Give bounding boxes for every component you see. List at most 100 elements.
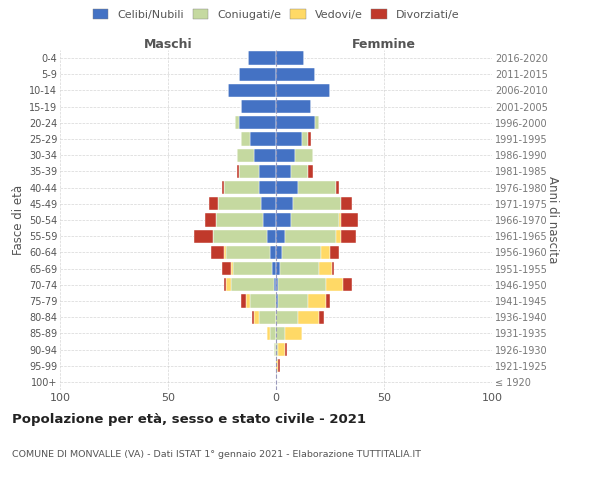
Bar	[332, 262, 334, 275]
Bar	[276, 294, 278, 308]
Bar	[276, 246, 283, 259]
Text: Femmine: Femmine	[352, 38, 416, 51]
Bar	[269, 326, 276, 340]
Bar	[274, 343, 276, 356]
Bar	[308, 294, 326, 308]
Bar	[261, 197, 276, 210]
Bar	[326, 278, 343, 291]
Text: Popolazione per età, sesso e stato civile - 2021: Popolazione per età, sesso e stato civil…	[12, 412, 366, 426]
Bar	[276, 52, 304, 64]
Bar	[315, 116, 319, 130]
Bar	[276, 181, 298, 194]
Bar	[269, 246, 276, 259]
Bar	[263, 214, 276, 226]
Bar	[276, 68, 315, 81]
Bar	[246, 294, 250, 308]
Bar	[222, 181, 224, 194]
Bar	[274, 278, 276, 291]
Bar	[276, 132, 302, 145]
Bar	[230, 262, 233, 275]
Bar	[248, 52, 276, 64]
Bar	[237, 148, 254, 162]
Bar	[226, 246, 269, 259]
Bar	[205, 214, 215, 226]
Bar	[276, 148, 295, 162]
Bar	[254, 148, 276, 162]
Bar	[239, 116, 276, 130]
Bar	[276, 359, 278, 372]
Bar	[284, 230, 337, 243]
Bar	[308, 165, 313, 178]
Bar	[276, 310, 298, 324]
Bar	[229, 84, 276, 97]
Bar	[250, 294, 276, 308]
Bar	[276, 278, 278, 291]
Bar	[284, 343, 287, 356]
Bar	[214, 230, 268, 243]
Text: Maschi: Maschi	[143, 38, 193, 51]
Y-axis label: Anni di nascita: Anni di nascita	[546, 176, 559, 264]
Bar	[218, 197, 261, 210]
Bar	[276, 262, 280, 275]
Bar	[302, 132, 308, 145]
Bar	[252, 310, 254, 324]
Bar	[224, 246, 226, 259]
Bar	[259, 181, 276, 194]
Bar	[280, 262, 319, 275]
Bar	[259, 310, 276, 324]
Y-axis label: Fasce di età: Fasce di età	[11, 185, 25, 255]
Bar	[268, 230, 276, 243]
Bar	[237, 165, 239, 178]
Bar	[230, 278, 274, 291]
Bar	[233, 262, 272, 275]
Bar	[276, 343, 278, 356]
Bar	[276, 197, 293, 210]
Bar	[276, 165, 291, 178]
Bar	[239, 165, 259, 178]
Bar	[268, 326, 269, 340]
Bar	[319, 262, 332, 275]
Bar	[291, 165, 308, 178]
Bar	[259, 165, 276, 178]
Bar	[250, 132, 276, 145]
Bar	[276, 326, 284, 340]
Bar	[319, 310, 323, 324]
Bar	[222, 262, 230, 275]
Bar	[337, 230, 341, 243]
Bar	[330, 246, 338, 259]
Bar	[239, 68, 276, 81]
Bar	[341, 197, 352, 210]
Bar	[276, 100, 311, 114]
Bar	[215, 214, 263, 226]
Bar	[298, 181, 337, 194]
Bar	[278, 359, 280, 372]
Bar	[224, 278, 226, 291]
Bar	[241, 132, 250, 145]
Bar	[341, 214, 358, 226]
Bar	[241, 100, 276, 114]
Bar	[194, 230, 214, 243]
Bar	[235, 116, 239, 130]
Bar	[272, 262, 276, 275]
Bar	[278, 278, 326, 291]
Bar	[284, 326, 302, 340]
Text: COMUNE DI MONVALLE (VA) - Dati ISTAT 1° gennaio 2021 - Elaborazione TUTTITALIA.I: COMUNE DI MONVALLE (VA) - Dati ISTAT 1° …	[12, 450, 421, 459]
Bar	[295, 148, 313, 162]
Bar	[298, 310, 319, 324]
Bar	[293, 197, 341, 210]
Bar	[211, 246, 224, 259]
Bar	[322, 246, 330, 259]
Bar	[224, 181, 259, 194]
Bar	[254, 310, 259, 324]
Bar	[341, 230, 356, 243]
Bar	[276, 214, 291, 226]
Bar	[226, 278, 230, 291]
Bar	[308, 132, 311, 145]
Bar	[337, 181, 338, 194]
Bar	[209, 197, 218, 210]
Bar	[326, 294, 330, 308]
Bar	[278, 343, 284, 356]
Bar	[276, 84, 330, 97]
Bar	[276, 116, 315, 130]
Bar	[343, 278, 352, 291]
